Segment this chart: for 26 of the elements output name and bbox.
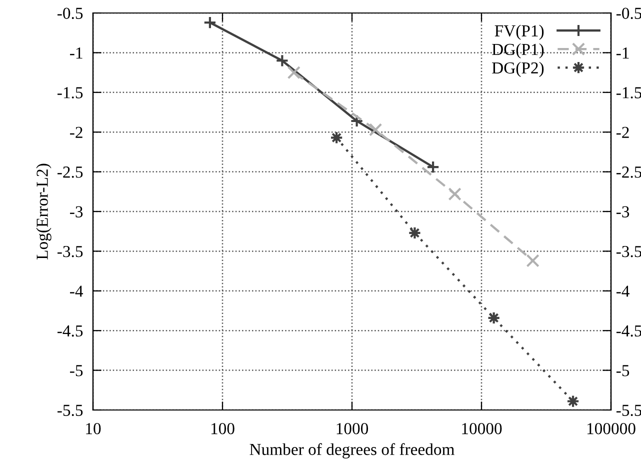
x-tick-label: 100: [211, 422, 234, 434]
y-tick-label: -2: [70, 126, 82, 138]
x-tick-label: 1000: [336, 422, 368, 434]
y2-tick-label: -3: [616, 206, 630, 218]
y-tick-label: -1: [70, 47, 82, 58]
y-tick-label: -0.5: [58, 8, 83, 20]
x-axis-title: Number of degrees of freedom: [250, 443, 454, 458]
y2-tick-label: -1: [616, 47, 629, 58]
legend-label: DG(P1): [492, 43, 544, 58]
y-tick-label: -5: [70, 365, 83, 376]
x-tick-label: 100000: [587, 422, 636, 434]
y-tick-label: -3: [70, 206, 83, 218]
y2-tick-label: -5: [616, 365, 630, 376]
y-tick-label: -2.5: [58, 166, 83, 178]
x-tick-label: 10: [86, 422, 101, 434]
y-tick-label: -1.5: [58, 87, 83, 98]
y-tick-label: -4.5: [58, 325, 83, 337]
y-tick-label: -4: [70, 286, 84, 297]
legend-label: DG(P2): [492, 62, 544, 77]
x-tick-label: 10000: [462, 422, 502, 434]
y-axis-title: Log(Error-L2): [36, 164, 52, 260]
y2-tick-label: -2: [616, 126, 629, 138]
y-tick-label: -3.5: [58, 246, 83, 258]
legend-label: FV(P1): [494, 24, 544, 40]
y-tick-label: -5.5: [58, 404, 83, 416]
y2-tick-label: -4: [616, 286, 630, 297]
